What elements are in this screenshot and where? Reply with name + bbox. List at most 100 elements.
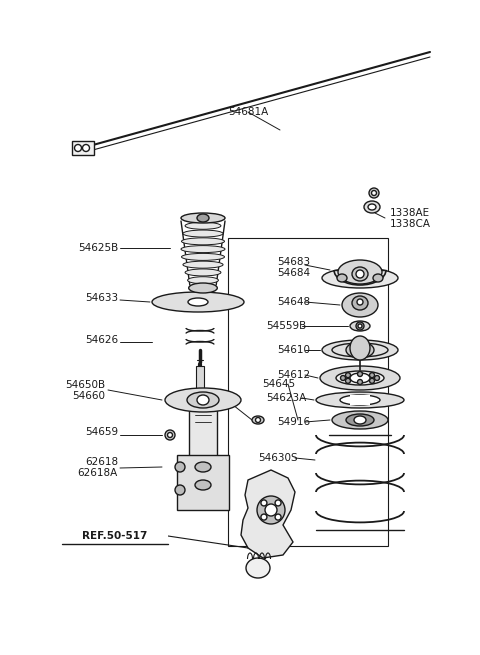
Ellipse shape — [183, 230, 223, 237]
Text: REF.50-517: REF.50-517 — [82, 531, 148, 541]
Text: 1338CA: 1338CA — [390, 219, 431, 229]
Ellipse shape — [188, 214, 218, 221]
Ellipse shape — [189, 283, 217, 293]
Ellipse shape — [320, 366, 400, 390]
Ellipse shape — [340, 395, 380, 405]
Text: 54681A: 54681A — [228, 107, 268, 117]
Text: 54610: 54610 — [277, 345, 310, 355]
Ellipse shape — [346, 342, 374, 358]
Ellipse shape — [358, 324, 362, 328]
Text: 54916: 54916 — [277, 417, 310, 427]
Ellipse shape — [322, 340, 398, 360]
Ellipse shape — [336, 371, 384, 385]
Ellipse shape — [185, 222, 221, 229]
Text: 54648: 54648 — [277, 297, 310, 307]
Ellipse shape — [337, 274, 347, 282]
Ellipse shape — [255, 417, 261, 422]
Ellipse shape — [350, 373, 370, 383]
Ellipse shape — [338, 260, 382, 284]
Ellipse shape — [346, 414, 374, 426]
Ellipse shape — [374, 375, 380, 381]
Ellipse shape — [364, 201, 380, 213]
Text: 54623A: 54623A — [266, 393, 306, 403]
Ellipse shape — [257, 496, 285, 524]
Ellipse shape — [181, 246, 225, 253]
Text: 54625B: 54625B — [78, 243, 118, 253]
Ellipse shape — [340, 375, 346, 381]
Text: 54684: 54684 — [277, 268, 310, 278]
Ellipse shape — [372, 191, 376, 195]
Text: 54559B: 54559B — [266, 321, 306, 331]
Text: 54633: 54633 — [85, 293, 118, 303]
Bar — [62, 526, 168, 544]
Ellipse shape — [322, 268, 398, 288]
Ellipse shape — [356, 270, 364, 278]
Ellipse shape — [83, 145, 89, 151]
Ellipse shape — [346, 373, 350, 378]
Ellipse shape — [74, 145, 82, 151]
Ellipse shape — [176, 486, 184, 494]
Ellipse shape — [176, 463, 184, 471]
Ellipse shape — [346, 379, 350, 383]
Ellipse shape — [352, 267, 368, 281]
Text: 1338AE: 1338AE — [390, 208, 430, 218]
Ellipse shape — [252, 416, 264, 424]
Ellipse shape — [261, 500, 267, 506]
Ellipse shape — [165, 388, 241, 412]
Ellipse shape — [356, 322, 364, 330]
Ellipse shape — [188, 276, 218, 284]
Ellipse shape — [246, 558, 270, 578]
Ellipse shape — [342, 293, 378, 317]
Ellipse shape — [165, 430, 175, 440]
Ellipse shape — [358, 371, 362, 377]
Ellipse shape — [369, 188, 379, 198]
Ellipse shape — [185, 269, 221, 276]
Ellipse shape — [195, 480, 211, 490]
Ellipse shape — [181, 213, 225, 223]
Ellipse shape — [197, 395, 209, 405]
Ellipse shape — [350, 336, 370, 360]
Ellipse shape — [316, 392, 404, 408]
Ellipse shape — [181, 238, 225, 245]
Bar — [228, 238, 388, 546]
Polygon shape — [72, 141, 94, 155]
Ellipse shape — [373, 274, 383, 282]
Ellipse shape — [175, 485, 185, 495]
Bar — [196, 366, 204, 406]
Ellipse shape — [275, 514, 281, 520]
Ellipse shape — [261, 514, 267, 520]
Ellipse shape — [175, 462, 185, 472]
Ellipse shape — [332, 411, 388, 429]
Ellipse shape — [181, 253, 225, 261]
Text: 54645: 54645 — [262, 379, 295, 389]
Ellipse shape — [265, 504, 277, 516]
Text: 54659: 54659 — [85, 427, 118, 437]
Ellipse shape — [187, 392, 219, 408]
Ellipse shape — [188, 298, 208, 306]
Ellipse shape — [352, 296, 368, 310]
Ellipse shape — [197, 214, 209, 222]
Ellipse shape — [370, 379, 374, 383]
Text: 54660: 54660 — [72, 391, 105, 401]
Text: 62618A: 62618A — [78, 468, 118, 478]
Ellipse shape — [354, 416, 366, 424]
Text: 54650B: 54650B — [65, 380, 105, 390]
Ellipse shape — [195, 462, 211, 472]
Ellipse shape — [368, 204, 376, 210]
Ellipse shape — [370, 373, 374, 378]
Text: 54630S: 54630S — [258, 453, 298, 463]
Text: 54612: 54612 — [277, 370, 310, 380]
Polygon shape — [241, 470, 295, 558]
Bar — [189, 410, 217, 480]
Text: 54683: 54683 — [277, 257, 310, 267]
Text: 62618: 62618 — [85, 457, 118, 467]
Ellipse shape — [152, 292, 244, 312]
Bar — [350, 395, 370, 405]
Ellipse shape — [168, 432, 172, 438]
Ellipse shape — [357, 299, 363, 305]
Ellipse shape — [350, 321, 370, 331]
Ellipse shape — [275, 500, 281, 506]
Text: 54626: 54626 — [85, 335, 118, 345]
Ellipse shape — [358, 379, 362, 384]
Bar — [177, 455, 229, 510]
